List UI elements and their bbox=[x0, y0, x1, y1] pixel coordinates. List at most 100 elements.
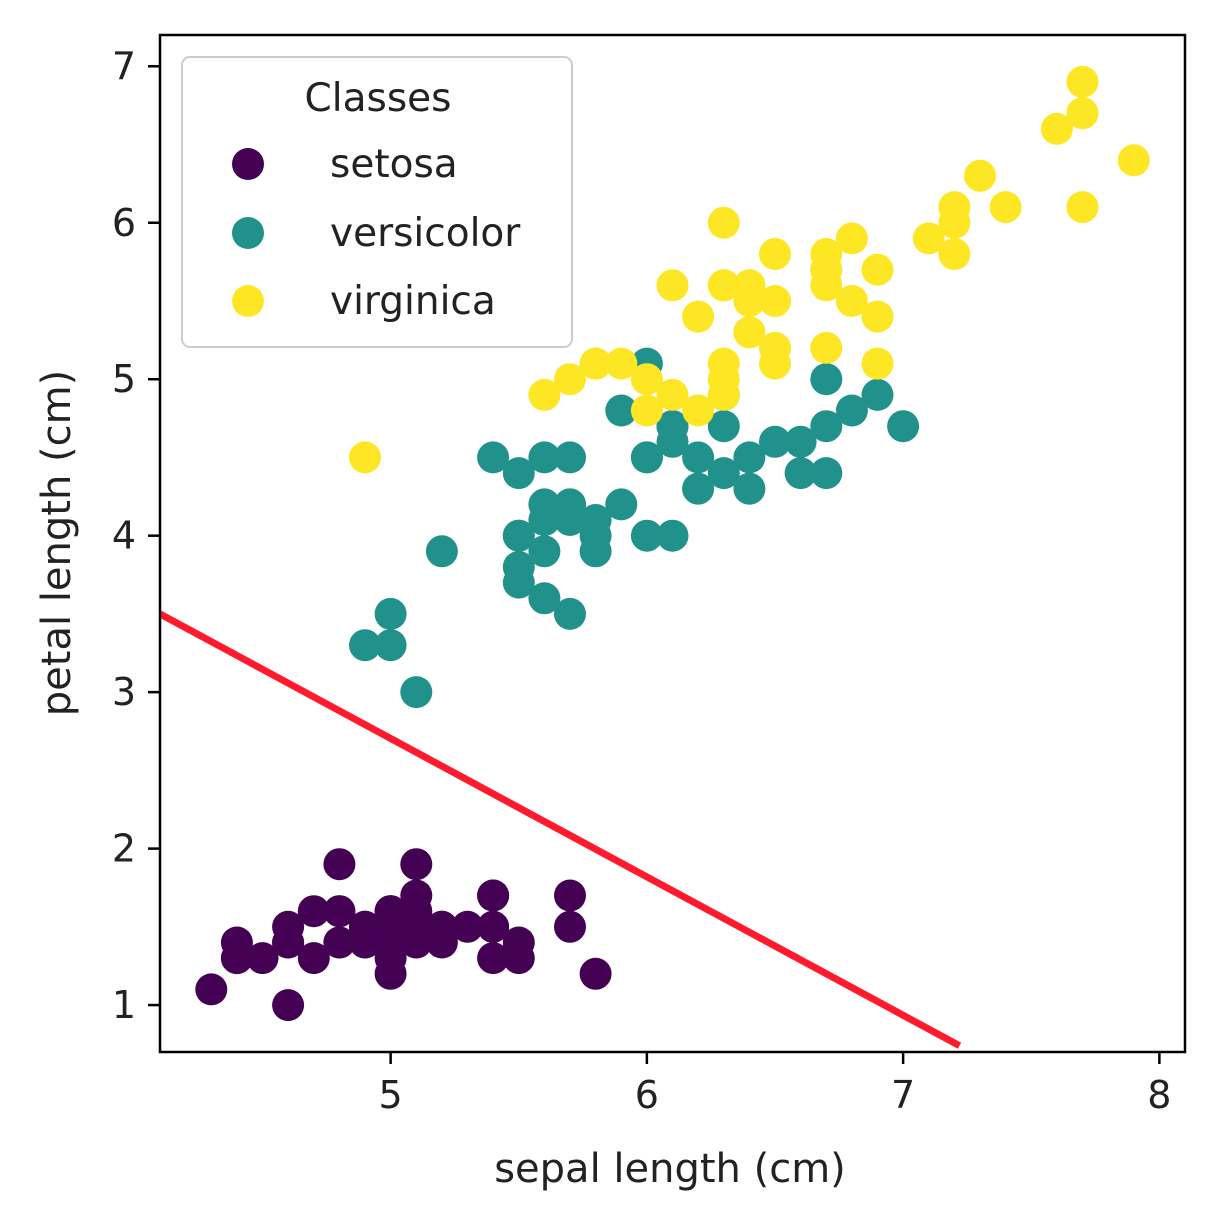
data-point-setosa bbox=[297, 942, 330, 975]
data-point-virginica bbox=[835, 222, 868, 255]
data-point-versicolor bbox=[374, 629, 407, 662]
data-point-versicolor bbox=[656, 519, 689, 552]
data-point-versicolor bbox=[682, 441, 715, 474]
x-axis-label: sepal length (cm) bbox=[494, 1146, 846, 1192]
data-point-virginica bbox=[707, 206, 740, 239]
legend-marker-versicolor bbox=[232, 217, 264, 249]
legend-label-versicolor: versicolor bbox=[330, 211, 521, 256]
data-point-versicolor bbox=[579, 519, 612, 552]
data-point-setosa bbox=[349, 926, 381, 959]
data-point-versicolor bbox=[733, 472, 766, 505]
y-tick-label: 7 bbox=[112, 44, 136, 88]
data-point-setosa bbox=[374, 926, 407, 959]
data-point-versicolor bbox=[810, 363, 843, 396]
data-point-setosa bbox=[477, 942, 510, 975]
data-point-virginica bbox=[1040, 112, 1073, 145]
points-layer bbox=[195, 65, 1150, 1022]
data-point-virginica bbox=[1066, 191, 1099, 224]
data-point-virginica bbox=[733, 316, 766, 349]
data-point-virginica bbox=[682, 394, 715, 427]
data-point-versicolor bbox=[630, 519, 663, 552]
data-point-virginica bbox=[579, 347, 612, 380]
data-point-versicolor bbox=[502, 457, 535, 490]
data-point-setosa bbox=[272, 926, 305, 959]
legend-marker-setosa bbox=[232, 148, 264, 180]
data-point-virginica bbox=[938, 238, 971, 270]
data-point-versicolor bbox=[528, 535, 561, 568]
data-point-virginica bbox=[630, 394, 663, 427]
x-axis-ticks: 5 6 7 8 bbox=[379, 1052, 1171, 1117]
data-point-virginica bbox=[656, 378, 689, 411]
y-tick-label: 5 bbox=[112, 357, 136, 401]
data-point-virginica bbox=[810, 331, 843, 364]
data-point-virginica bbox=[861, 347, 894, 380]
data-point-virginica bbox=[707, 363, 740, 396]
data-point-versicolor bbox=[784, 457, 817, 490]
data-point-versicolor bbox=[502, 566, 535, 599]
data-point-setosa bbox=[477, 879, 510, 912]
data-point-versicolor bbox=[707, 457, 740, 490]
data-point-versicolor bbox=[528, 441, 561, 474]
data-point-setosa bbox=[323, 926, 356, 959]
y-axis-label: petal length (cm) bbox=[34, 370, 80, 716]
data-point-versicolor bbox=[784, 425, 817, 458]
data-point-setosa bbox=[246, 942, 279, 975]
data-point-versicolor bbox=[349, 629, 381, 662]
y-tick-label: 6 bbox=[112, 201, 136, 245]
data-point-versicolor bbox=[502, 519, 535, 552]
y-axis-ticks: 1 2 3 4 5 6 7 bbox=[112, 44, 160, 1027]
data-point-virginica bbox=[707, 269, 740, 302]
y-tick-label: 3 bbox=[112, 670, 136, 714]
data-point-versicolor bbox=[835, 394, 868, 427]
data-point-versicolor bbox=[477, 441, 510, 474]
data-point-versicolor bbox=[733, 441, 766, 474]
data-point-virginica bbox=[835, 285, 868, 317]
data-point-versicolor bbox=[425, 535, 458, 568]
data-point-virginica bbox=[630, 363, 663, 396]
data-point-setosa bbox=[297, 895, 330, 928]
data-point-virginica bbox=[861, 253, 894, 286]
data-point-setosa bbox=[554, 910, 586, 943]
data-point-setosa bbox=[425, 910, 458, 943]
data-point-virginica bbox=[938, 206, 971, 239]
data-point-versicolor bbox=[759, 425, 791, 458]
data-point-virginica bbox=[1117, 144, 1150, 177]
data-point-virginica bbox=[1066, 65, 1099, 98]
data-point-versicolor bbox=[605, 394, 638, 427]
data-point-virginica bbox=[759, 238, 791, 270]
data-point-versicolor bbox=[554, 597, 586, 630]
plot-frame bbox=[158, 33, 1187, 1054]
data-point-setosa bbox=[374, 895, 407, 928]
data-point-virginica bbox=[1066, 97, 1099, 130]
data-point-setosa bbox=[477, 910, 510, 943]
data-point-setosa bbox=[195, 973, 228, 1006]
data-point-versicolor bbox=[605, 488, 638, 521]
data-point-virginica bbox=[861, 300, 894, 333]
data-point-virginica bbox=[554, 363, 586, 396]
x-tick-label: 5 bbox=[379, 1073, 403, 1117]
data-point-virginica bbox=[964, 159, 996, 192]
data-point-versicolor bbox=[810, 410, 843, 443]
data-point-versicolor bbox=[707, 410, 740, 443]
legend-box bbox=[181, 56, 573, 348]
data-point-versicolor bbox=[656, 425, 689, 458]
data-point-virginica bbox=[989, 191, 1022, 224]
x-tick-label: 6 bbox=[635, 1073, 659, 1117]
data-point-virginica bbox=[759, 331, 791, 364]
data-point-versicolor bbox=[682, 472, 715, 505]
data-point-setosa bbox=[272, 989, 305, 1022]
legend-marker-virginica bbox=[232, 285, 264, 317]
x-tick-label: 8 bbox=[1147, 1073, 1171, 1117]
legend: Classes setosa versicolor virginica bbox=[181, 56, 573, 348]
data-point-setosa bbox=[400, 895, 433, 928]
y-tick-label: 4 bbox=[112, 514, 136, 558]
data-point-virginica bbox=[349, 441, 381, 474]
data-point-versicolor bbox=[630, 441, 663, 474]
data-point-setosa bbox=[502, 942, 535, 975]
data-point-virginica bbox=[912, 222, 945, 255]
data-point-setosa bbox=[554, 879, 586, 912]
data-point-setosa bbox=[579, 957, 612, 990]
data-point-virginica bbox=[810, 253, 843, 286]
data-point-setosa bbox=[400, 848, 433, 881]
decision-line-layer bbox=[160, 610, 962, 1049]
